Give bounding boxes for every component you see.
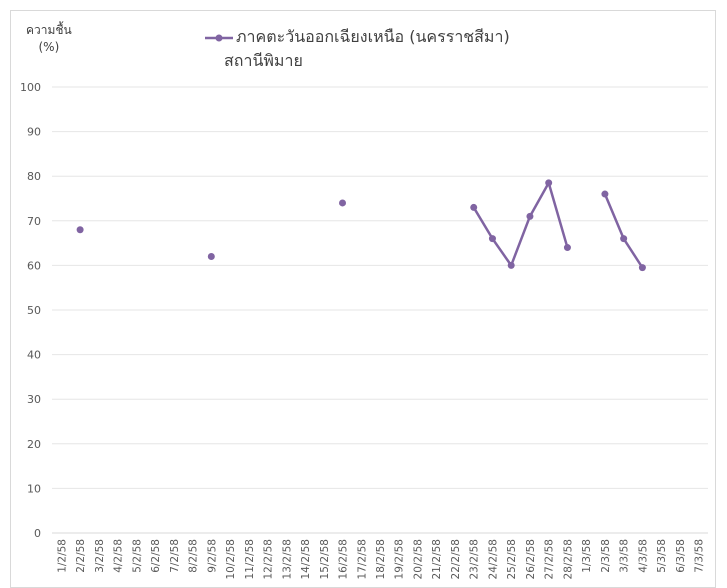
legend-series-station: สถานีพิมาย (224, 51, 303, 70)
y-tick-label: 50 (27, 304, 41, 317)
x-tick-label: 17/2/58 (356, 539, 368, 579)
x-tick-label: 1/2/58 (56, 539, 68, 573)
data-point (638, 264, 646, 272)
y-tick-label: 10 (27, 482, 41, 495)
series-line-segment (622, 237, 644, 269)
series-line-segment (472, 206, 494, 240)
x-tick-label: 26/2/58 (525, 539, 537, 579)
x-tick-label: 20/2/58 (412, 539, 424, 579)
x-tick-label: 3/2/58 (94, 539, 106, 573)
data-point (207, 252, 215, 260)
x-tick-label: 6/2/58 (150, 539, 162, 573)
legend-marker (205, 34, 233, 41)
data-point (545, 179, 553, 187)
x-tick-label: 2/2/58 (75, 539, 87, 573)
y-axis-label-line2: (%) (38, 40, 60, 54)
series-line-segment (528, 181, 550, 218)
x-tick-label: 21/2/58 (431, 539, 443, 579)
data-point (601, 190, 609, 198)
y-tick-label: 30 (27, 393, 41, 406)
x-tick-label: 6/3/58 (675, 539, 687, 573)
y-tick-label: 0 (34, 527, 41, 540)
data-point (470, 203, 478, 211)
x-tick-label: 23/2/58 (469, 539, 481, 579)
x-tick-label: 5/2/58 (131, 539, 143, 573)
series-line-segment (509, 215, 532, 267)
x-tick-label: 1/3/58 (581, 539, 593, 573)
series-line-segment (491, 237, 513, 267)
data-point (339, 199, 347, 207)
y-axis-label: ความชื้น (%) (26, 22, 72, 56)
data-point (620, 235, 628, 243)
x-tick-label: 9/2/58 (206, 539, 218, 573)
x-tick-label: 5/3/58 (656, 539, 668, 573)
x-tick-label: 11/2/58 (244, 539, 256, 579)
x-tick-label: 16/2/58 (338, 539, 350, 579)
series-line-segment (603, 192, 625, 240)
x-tick-label: 4/2/58 (113, 539, 125, 573)
y-tick-label: 40 (27, 349, 41, 362)
data-point (507, 261, 515, 269)
x-tick-label: 4/3/58 (637, 539, 649, 573)
y-tick-label: 90 (27, 126, 41, 139)
x-tick-label: 12/2/58 (263, 539, 275, 579)
data-point (488, 235, 496, 243)
y-tick-label: 60 (27, 259, 41, 272)
x-tick-label: 14/2/58 (300, 539, 312, 579)
chart-frame (10, 10, 716, 588)
x-tick-label: 13/2/58 (281, 539, 293, 579)
data-point (563, 244, 571, 252)
x-tick-label: 22/2/58 (450, 539, 462, 579)
data-point (526, 212, 534, 220)
y-tick-label: 80 (27, 170, 41, 183)
x-tick-label: 18/2/58 (375, 539, 387, 579)
legend: ภาคตะวันออกเฉียงเหนือ (นครราชสีมา) สถานี… (205, 25, 510, 72)
legend-series-name: ภาคตะวันออกเฉียงเหนือ (นครราชสีมา) (236, 27, 510, 46)
x-tick-label: 7/2/58 (169, 539, 181, 573)
x-tick-label: 7/3/58 (694, 539, 706, 573)
x-tick-label: 24/2/58 (487, 539, 499, 579)
y-tick-label: 70 (27, 215, 41, 228)
x-tick-label: 15/2/58 (319, 539, 331, 579)
x-tick-label: 28/2/58 (562, 539, 574, 579)
series-line-segment (547, 181, 569, 249)
y-tick-label: 100 (20, 81, 41, 94)
y-tick-label: 20 (27, 438, 41, 451)
x-tick-label: 2/3/58 (600, 539, 612, 573)
x-tick-label: 19/2/58 (394, 539, 406, 579)
x-tick-label: 8/2/58 (188, 539, 200, 573)
y-axis-label-line1: ความชื้น (26, 23, 72, 37)
x-tick-label: 10/2/58 (225, 539, 237, 579)
x-tick-label: 25/2/58 (506, 539, 518, 579)
x-tick-label: 3/3/58 (619, 539, 631, 573)
data-point (76, 226, 84, 234)
x-tick-label: 27/2/58 (544, 539, 556, 579)
